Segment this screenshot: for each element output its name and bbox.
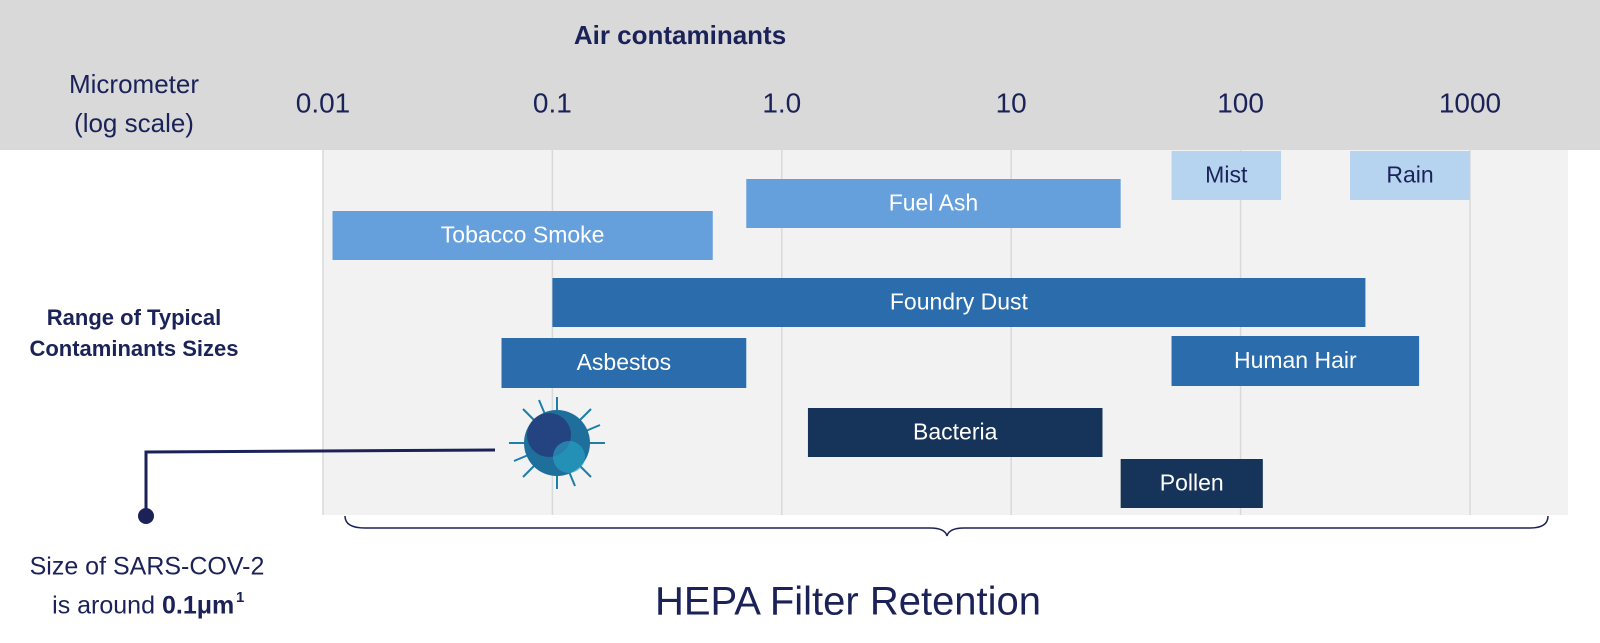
row-label: Contaminants Sizes — [29, 336, 238, 361]
x-tick-label: 1000 — [1439, 87, 1501, 118]
bracket-label: HEPA Filter Retention — [655, 580, 1041, 624]
chart-title: Air contaminants — [574, 20, 786, 50]
x-tick-label: 0.01 — [296, 87, 351, 118]
range-label: Asbestos — [577, 349, 672, 375]
range-label: Pollen — [1160, 470, 1224, 496]
annotation-text: Size of SARS-COV-2 — [30, 553, 265, 581]
x-tick-label: 1.0 — [762, 87, 801, 118]
x-axis-label: Micrometer — [69, 69, 199, 99]
annotation-value: 0.1μm — [162, 592, 234, 620]
chart: Air contaminants Micrometer (log scale) … — [0, 0, 1600, 638]
range-label: Rain — [1386, 162, 1433, 188]
x-tick-label: 0.1 — [533, 87, 572, 118]
range-label: Human Hair — [1234, 347, 1357, 373]
range-label: Tobacco Smoke — [441, 222, 605, 248]
x-tick-label: 100 — [1217, 87, 1264, 118]
range-label: Bacteria — [913, 419, 998, 445]
row-label: Range of Typical — [47, 305, 221, 330]
range-label: Foundry Dust — [890, 289, 1029, 315]
x-tick-label: 10 — [996, 87, 1027, 118]
bracket — [345, 516, 1548, 536]
annotation-dot — [138, 508, 154, 524]
annotation-footnote: 1 — [236, 589, 244, 606]
range-label: Fuel Ash — [889, 190, 979, 216]
virus-icon — [509, 397, 605, 489]
header-band — [0, 0, 1600, 150]
annotation-text: is around — [52, 592, 155, 620]
range-label: Mist — [1205, 162, 1248, 188]
x-axis-label: (log scale) — [74, 108, 194, 138]
